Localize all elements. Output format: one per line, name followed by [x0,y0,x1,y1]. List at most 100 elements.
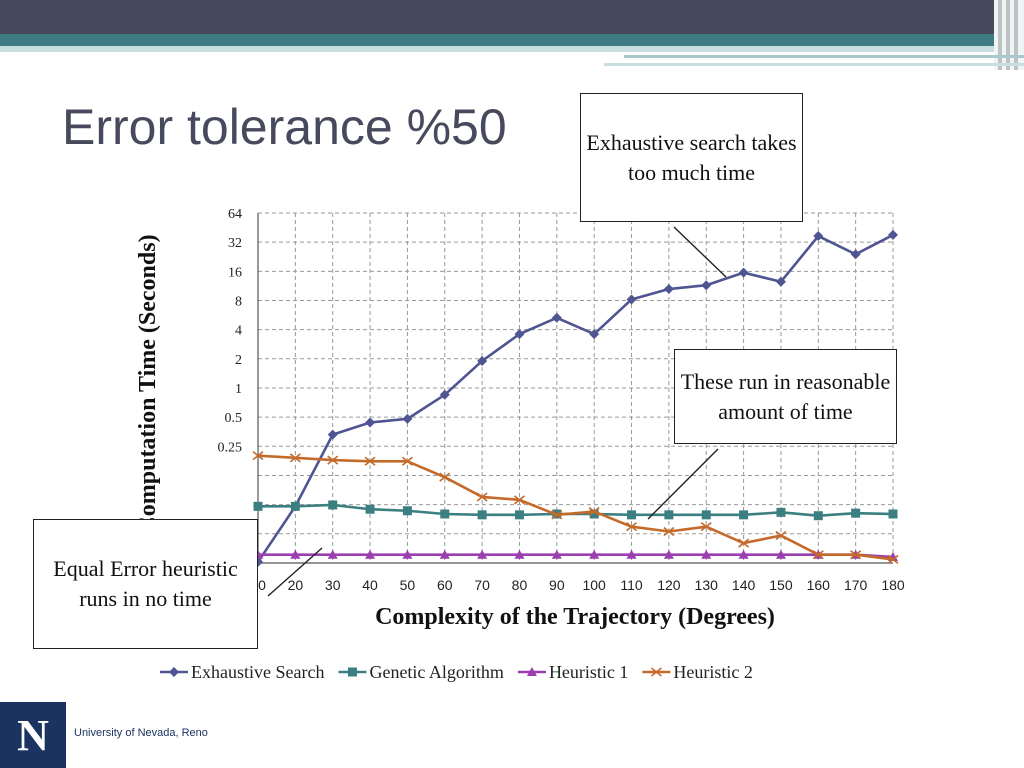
pointer-equal-error [267,547,323,597]
data-point-genetic-algorithm [328,500,338,510]
legend-marker [169,667,179,677]
pointer-reasonable [647,448,719,520]
x-tick-label: 80 [512,577,528,593]
data-point-heuristic-1 [626,549,637,559]
data-point-heuristic-1 [439,549,450,559]
x-tick-label: 60 [437,577,453,593]
x-tick-label: 140 [732,577,756,593]
marker-stroke [738,538,750,548]
data-point-heuristic-1 [551,549,562,559]
data-point-heuristic-2 [289,453,301,463]
data-point-genetic-algorithm [739,510,749,520]
marker-stroke [364,456,376,466]
legend-label: Heuristic 2 [673,662,752,682]
marker-stroke [401,456,413,466]
header-light-stripe [0,46,1024,52]
header-bar [0,0,1024,34]
data-point-genetic-algorithm [514,510,524,520]
data-point-exhaustive-search [701,280,712,291]
marker-stroke [289,453,301,463]
x-tick-labels: 0 20 30 40 50 60 70 80 90 100 110 120 130 140 150 160 17… [258,577,905,593]
x-tick-label: 170 [844,577,868,593]
data-point-exhaustive-search [775,276,786,287]
data-point-genetic-algorithm [701,510,711,520]
data-point-exhaustive-search [365,417,376,428]
data-point-genetic-algorithm [888,509,898,519]
data-point-exhaustive-search [626,294,637,305]
x-tick-label: 100 [582,577,606,593]
y-tick-labels: 0.25 0.5 1 2 4 8 16 32 64 [218,207,243,455]
marker-stroke [551,510,563,520]
data-point-exhaustive-search [850,249,861,260]
legend-item-exhaustive-search: Exhaustive Search [160,662,324,682]
data-point-heuristic-1 [477,549,488,559]
data-point-exhaustive-search [888,229,898,240]
y-tick-label: 1 [235,382,242,397]
data-point-exhaustive-search [514,329,525,340]
data-point-genetic-algorithm [664,510,674,520]
x-tick-label: 150 [769,577,793,593]
x-tick-label: 110 [620,577,643,593]
y-tick-label: 2 [235,353,242,368]
legend-marker [526,667,537,676]
series-line-heuristic-1 [258,553,894,559]
legend-item-heuristic-2: Heuristic 2 [642,662,753,682]
data-point-exhaustive-search [477,355,488,366]
series-line-heuristic-2 [257,454,894,561]
data-point-heuristic-2 [588,506,600,517]
data-point-heuristic-1 [365,549,376,559]
y-tick-label: 32 [228,236,242,251]
data-point-heuristic-2 [252,451,264,461]
series-line-exhaustive-search [256,233,894,563]
y-tick-label: 64 [228,207,242,222]
university-name: University of Nevada, Reno [74,727,208,739]
x-axis-label: Complexity of the Trajectory (Degrees) [375,604,775,630]
data-point-genetic-algorithm [813,511,823,521]
x-tick-label: 50 [400,577,416,593]
callout-reasonable-text: These run in reasonable amount of time [680,368,891,424]
data-point-heuristic-2 [812,550,824,560]
marker-stroke [775,530,787,541]
marker-stroke [650,667,662,677]
data-point-heuristic-2 [439,472,451,482]
callout-reasonable: These run in reasonable amount of time [674,349,897,444]
data-point-heuristic-2 [775,530,787,541]
x-tick-label: 70 [474,577,490,593]
data-point-genetic-algorithm [589,509,599,519]
legend-label: Genetic Algorithm [369,662,503,682]
legend-item-genetic-algorithm: Genetic Algorithm [338,662,504,682]
y-tick-label: 0.25 [218,440,243,455]
data-point-heuristic-1 [701,549,712,559]
data-point-exhaustive-search [439,389,450,400]
marker-stroke [812,550,824,560]
legend-item-heuristic-1: Heuristic 1 [517,662,628,682]
data-point-exhaustive-search [813,231,824,242]
data-point-exhaustive-search [589,329,600,340]
x-tick-label: 30 [325,577,341,593]
pointer-exhaustive [673,226,727,278]
data-point-exhaustive-search [663,284,674,295]
y-axis-label: Computation Time (Seconds) [135,234,161,533]
data-point-genetic-algorithm [477,510,487,520]
data-point-exhaustive-search [402,413,413,424]
deco-line [604,63,1024,66]
x-tick-label: 130 [695,577,719,593]
legend-marker [347,667,357,677]
deco-line [624,55,1024,58]
x-tick-label: 90 [549,577,565,593]
marker-stroke [663,526,675,537]
marker-stroke [513,495,525,505]
university-logo: N [0,702,66,768]
x-tick-label: 180 [881,577,905,593]
x-tick-label: 0 [258,577,266,593]
marker-stroke [887,554,899,565]
marker-stroke [700,522,712,532]
data-point-heuristic-1 [663,549,674,559]
y-tick-label: 8 [235,294,242,309]
data-point-genetic-algorithm [776,507,786,517]
y-tick-label: 4 [235,324,242,339]
x-tick-label: 20 [288,577,304,593]
data-point-heuristic-2 [700,522,712,532]
corner-line [998,0,1002,70]
data-point-heuristic-2 [626,522,638,532]
